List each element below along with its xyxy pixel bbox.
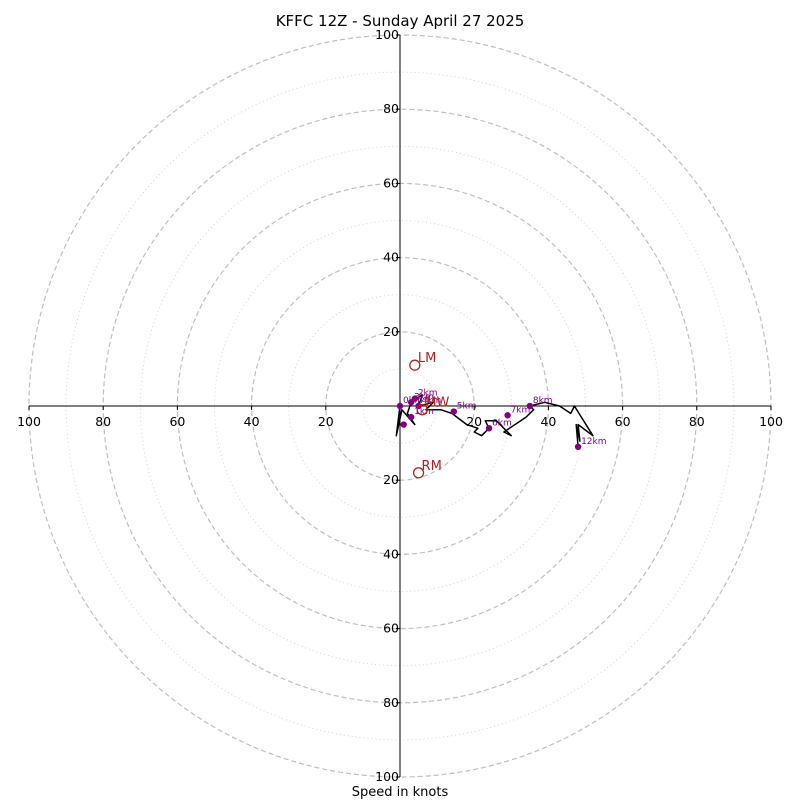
height-marker-point [400, 421, 407, 428]
height-marker-label: 12km [581, 437, 606, 447]
height-marker-point [407, 413, 415, 421]
height-marker-point [396, 402, 404, 410]
storm-motion-label: RM [422, 459, 442, 474]
tick-label-left: 80 [95, 414, 111, 429]
storm-motion-label: LM [418, 351, 436, 366]
tick-label-up: 20 [383, 324, 399, 339]
tick-label-left: 100 [17, 414, 41, 429]
tick-label-down: 60 [383, 621, 399, 636]
x-axis-label: Speed in knots [352, 785, 449, 800]
height-marker-point [574, 443, 582, 451]
tick-label-down: 40 [383, 546, 399, 561]
height-markers: 0km1km2km3km4km5km6km7km8km12km [396, 389, 607, 451]
storm-motion-markers: LM RM MW [409, 351, 449, 479]
storm-motion-marker [416, 404, 428, 416]
tick-label-up: 80 [383, 101, 399, 116]
height-marker-label: 2km [418, 389, 438, 399]
height-marker-label: 8km [533, 396, 553, 406]
tick-label-left: 20 [318, 414, 334, 429]
storm-motion-marker [409, 359, 421, 371]
tick-label-down: 80 [383, 695, 399, 710]
tick-label-down: 20 [383, 472, 399, 487]
height-marker-point [450, 408, 457, 415]
tick-label-right: 40 [540, 414, 556, 429]
height-marker-point [526, 402, 534, 410]
tick-label-left: 40 [244, 414, 260, 429]
height-marker-point [504, 412, 511, 419]
height-marker-point [485, 425, 493, 432]
height-marker-label: 6km [492, 418, 512, 428]
tick-label-up: 100 [375, 27, 399, 42]
tick-label-right: 100 [759, 414, 783, 429]
height-marker-label: 4km [422, 396, 442, 406]
height-marker-label: 7km [511, 405, 531, 415]
tick-labels: 100 80 60 40 20 20 40 60 80 100204060801002040608… [17, 27, 783, 784]
height-marker-point [407, 399, 415, 406]
height-marker-label: 5km [457, 402, 477, 412]
height-marker-label: 1km [414, 407, 434, 417]
tick-label-up: 60 [383, 175, 399, 190]
tick-label-right: 60 [615, 414, 631, 429]
tick-label-right: 80 [689, 414, 705, 429]
storm-motion-label: MW [425, 396, 449, 411]
height-marker-label: 3km [414, 392, 434, 402]
tick-label-left: 60 [169, 414, 185, 429]
chart-title: KFFC 12Z - Sunday April 27 2025 [276, 12, 525, 30]
storm-motion-marker [412, 467, 425, 479]
tick-label-down: 100 [375, 769, 399, 784]
tick-label-up: 40 [383, 250, 399, 265]
